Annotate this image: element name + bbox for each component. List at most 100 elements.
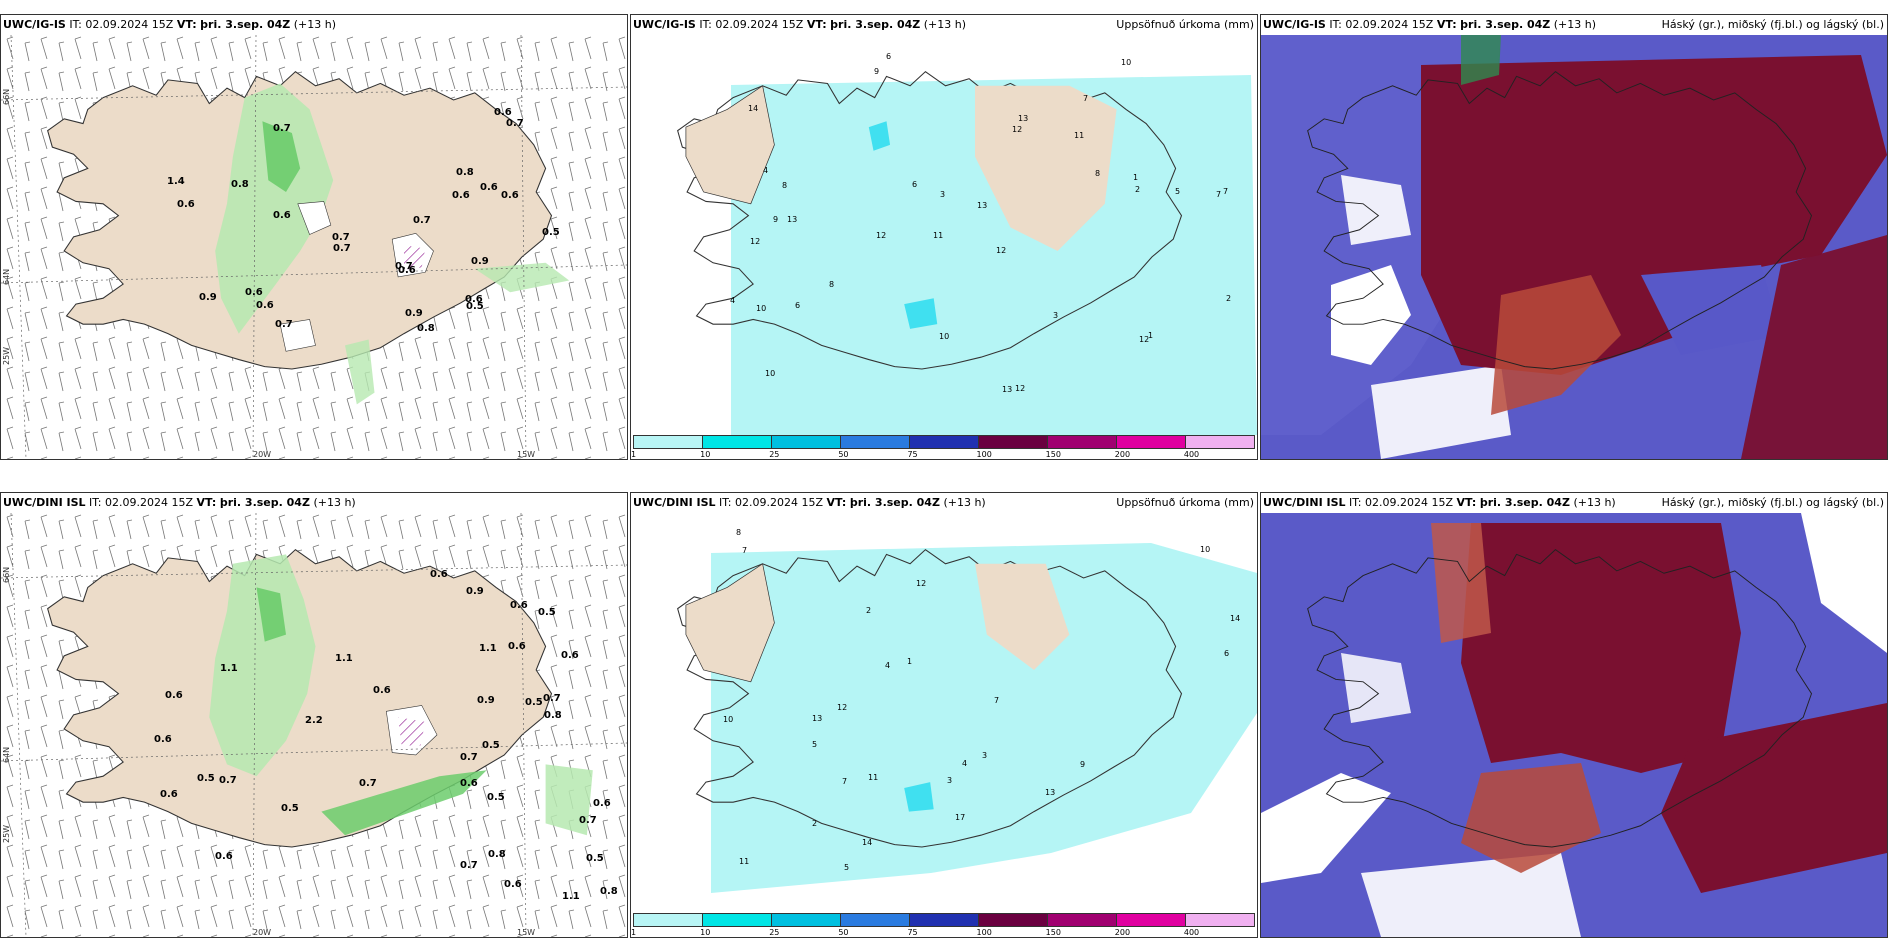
init-time: IT: 02.09.2024 15Z	[89, 496, 194, 509]
vt-label: VT:	[826, 496, 847, 509]
iceland-land	[677, 71, 1183, 370]
value-label: 0.8	[231, 179, 249, 190]
colorbar-swatch	[703, 436, 772, 448]
high-cloud	[1741, 235, 1887, 459]
colorbar-swatch	[910, 914, 979, 926]
value-label: 4	[763, 166, 768, 175]
map-precip-wind: 20W 15W 66N 64N 25W 0.60.60.50.70.70.60.…	[1, 513, 627, 937]
vt-label: VT:	[196, 496, 217, 509]
precip-values: 0.60.60.50.70.70.60.70.60.50.60.50.70.6 0…	[154, 569, 618, 902]
value-label: 2	[866, 606, 871, 615]
heavy-precip	[904, 782, 934, 812]
value-label: 0.9	[477, 695, 495, 706]
value-label: 0.6	[398, 265, 416, 276]
lat-label: 66N	[2, 89, 11, 105]
valid-time: þri. 3.sep. 04Z	[830, 18, 921, 31]
value-label: 4	[962, 759, 967, 768]
value-label: 0.8	[544, 710, 562, 721]
value-label: 6	[912, 180, 917, 189]
map-clouds	[1261, 513, 1887, 937]
value-label: 10	[723, 715, 733, 724]
init-time: IT: 02.09.2024 15Z	[719, 496, 824, 509]
value-label: 0.9	[471, 256, 489, 267]
colorbar-tick: 50	[838, 450, 849, 459]
clear-sky	[1341, 653, 1411, 723]
value-label: 0.5	[542, 227, 560, 238]
lon-label: 15W	[517, 450, 535, 459]
lat-label: 64N	[2, 747, 11, 763]
colorbar-swatch	[1186, 914, 1254, 926]
value-label: 0.6	[465, 294, 483, 305]
value-label: 13	[1045, 788, 1055, 797]
value-label: 1	[1148, 331, 1153, 340]
lead-time: (+13 h)	[1553, 18, 1597, 31]
value-label: 0.6	[177, 199, 195, 210]
colorbar-swatch	[841, 436, 910, 448]
value-label: 0.6	[256, 300, 274, 311]
iceland-land	[47, 71, 570, 405]
value-label: 0.8	[488, 849, 506, 860]
value-label: 0.9	[405, 308, 423, 319]
colorbar-swatch	[703, 914, 772, 926]
clear-sky	[1371, 365, 1511, 459]
colorbar-tick: 1	[631, 928, 637, 937]
value-label: 0.7	[333, 243, 351, 254]
snow-hatch	[398, 717, 426, 746]
value-label: 12	[996, 246, 1006, 255]
value-label: 12	[837, 703, 847, 712]
value-label: 0.6	[460, 778, 478, 789]
value-label: 5	[844, 863, 849, 872]
value-label: 3	[982, 751, 987, 760]
init-time: IT: 02.09.2024 15Z	[1349, 496, 1454, 509]
init-time: IT: 02.09.2024 15Z	[69, 18, 174, 31]
value-label: 10	[1200, 545, 1210, 554]
value-label: 2	[812, 819, 817, 828]
value-label: 2.2	[305, 715, 323, 726]
panel-header: UWC/DINI ISL IT: 02.09.2024 15Z VT: þri.…	[631, 493, 1257, 513]
lat-label: 25W	[2, 825, 11, 843]
value-label: 0.6	[245, 287, 263, 298]
value-label: 1	[1133, 173, 1138, 182]
value-label: 12	[1139, 335, 1149, 344]
precip-area	[215, 83, 334, 334]
clear-sky	[1331, 265, 1411, 365]
model-source: UWC/IG-IS	[1263, 18, 1326, 31]
value-label: 1.4	[167, 176, 185, 187]
dry-area	[685, 563, 775, 683]
value-label: 11	[1074, 131, 1084, 140]
clear-sky	[1801, 513, 1887, 653]
value-label: 13	[787, 215, 797, 224]
panel-header: UWC/DINI ISL IT: 02.09.2024 15Z VT: þri.…	[1261, 493, 1887, 513]
value-label: 11	[739, 857, 749, 866]
init-time: IT: 02.09.2024 15Z	[1329, 18, 1434, 31]
value-label: 12	[1015, 384, 1025, 393]
colorbar-swatch	[1048, 436, 1117, 448]
colorbar-tick: 400	[1183, 928, 1200, 937]
colorbar-tick: 200	[1114, 450, 1131, 459]
colorbar-tick: 50	[838, 928, 849, 937]
model-source: UWC/IG-IS	[633, 18, 696, 31]
value-label: 8	[782, 181, 787, 190]
value-label: 0.5	[482, 740, 500, 751]
colorbar-swatch	[979, 436, 1048, 448]
lead-time: (+13 h)	[293, 18, 337, 31]
high-cloud	[1461, 523, 1741, 773]
value-label: 13	[1002, 385, 1012, 394]
precip-band	[321, 770, 487, 836]
clear-sky	[1361, 853, 1581, 937]
value-label: 0.7	[275, 319, 293, 330]
value-label: 0.7	[395, 261, 413, 272]
precip-shade	[711, 543, 1257, 893]
value-label: 8	[829, 280, 834, 289]
value-label: 7	[842, 777, 847, 786]
colorbar-tick: 400	[1183, 450, 1200, 459]
map-precip-wind: 20W 15W 66N 64N 25W 0.80.70.60.8 0.60.90.…	[1, 35, 627, 459]
value-label: 14	[862, 838, 872, 847]
value-label: 7	[742, 546, 747, 555]
value-label: 12	[750, 237, 760, 246]
value-label: 13	[812, 714, 822, 723]
value-label: 1.1	[335, 653, 353, 664]
value-label: 6	[795, 301, 800, 310]
colorbar-tick: 100	[976, 928, 992, 937]
value-label: 8	[1095, 169, 1100, 178]
